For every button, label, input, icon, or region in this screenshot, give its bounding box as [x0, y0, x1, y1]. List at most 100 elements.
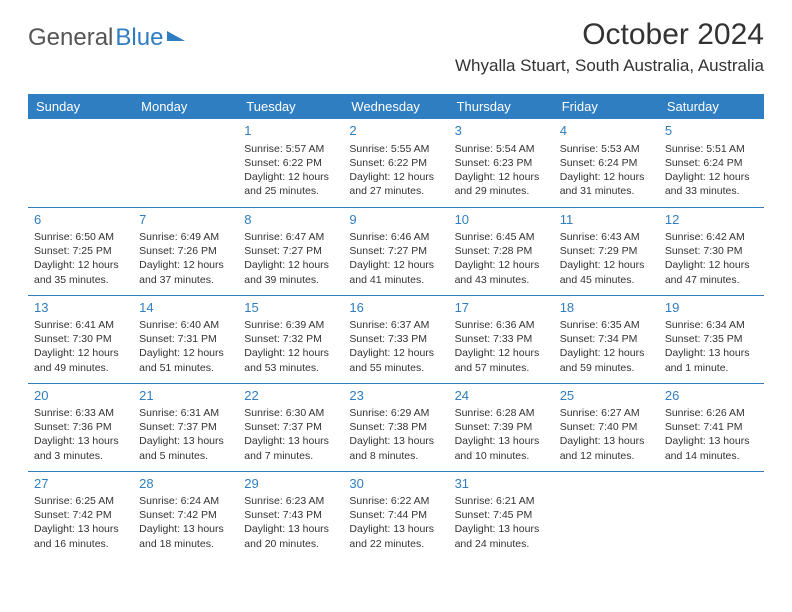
calendar-header-row: SundayMondayTuesdayWednesdayThursdayFrid…	[28, 94, 764, 119]
sunrise-text: Sunrise: 6:47 AM	[244, 230, 337, 244]
calendar-day-cell: 5Sunrise: 5:51 AMSunset: 6:24 PMDaylight…	[659, 119, 764, 207]
sunrise-text: Sunrise: 6:21 AM	[455, 494, 548, 508]
sunset-text: Sunset: 7:45 PM	[455, 508, 548, 522]
sunset-text: Sunset: 7:38 PM	[349, 420, 442, 434]
calendar-day-cell: 16Sunrise: 6:37 AMSunset: 7:33 PMDayligh…	[343, 295, 448, 383]
daylight-text: Daylight: 12 hours and 53 minutes.	[244, 346, 337, 374]
sunrise-text: Sunrise: 6:33 AM	[34, 406, 127, 420]
daylight-text: Daylight: 12 hours and 57 minutes.	[455, 346, 548, 374]
calendar-day-cell: 31Sunrise: 6:21 AMSunset: 7:45 PMDayligh…	[449, 471, 554, 559]
weekday-header: Saturday	[659, 94, 764, 119]
daylight-text: Daylight: 12 hours and 43 minutes.	[455, 258, 548, 286]
sunset-text: Sunset: 7:27 PM	[244, 244, 337, 258]
day-number: 26	[665, 387, 758, 405]
day-number: 21	[139, 387, 232, 405]
day-number: 25	[560, 387, 653, 405]
daylight-text: Daylight: 12 hours and 55 minutes.	[349, 346, 442, 374]
calendar-day-cell: 11Sunrise: 6:43 AMSunset: 7:29 PMDayligh…	[554, 207, 659, 295]
daylight-text: Daylight: 12 hours and 51 minutes.	[139, 346, 232, 374]
calendar-day-cell: 3Sunrise: 5:54 AMSunset: 6:23 PMDaylight…	[449, 119, 554, 207]
day-number: 8	[244, 211, 337, 229]
weekday-header: Tuesday	[238, 94, 343, 119]
daylight-text: Daylight: 13 hours and 14 minutes.	[665, 434, 758, 462]
calendar-day-cell	[659, 471, 764, 559]
title-block: October 2024 Whyalla Stuart, South Austr…	[455, 18, 764, 76]
calendar-day-cell: 23Sunrise: 6:29 AMSunset: 7:38 PMDayligh…	[343, 383, 448, 471]
calendar-day-cell: 6Sunrise: 6:50 AMSunset: 7:25 PMDaylight…	[28, 207, 133, 295]
sunrise-text: Sunrise: 6:45 AM	[455, 230, 548, 244]
daylight-text: Daylight: 13 hours and 7 minutes.	[244, 434, 337, 462]
calendar-week-row: 1Sunrise: 5:57 AMSunset: 6:22 PMDaylight…	[28, 119, 764, 207]
daylight-text: Daylight: 12 hours and 41 minutes.	[349, 258, 442, 286]
sunset-text: Sunset: 7:42 PM	[34, 508, 127, 522]
sunset-text: Sunset: 7:41 PM	[665, 420, 758, 434]
sunrise-text: Sunrise: 6:50 AM	[34, 230, 127, 244]
daylight-text: Daylight: 13 hours and 5 minutes.	[139, 434, 232, 462]
daylight-text: Daylight: 12 hours and 35 minutes.	[34, 258, 127, 286]
daylight-text: Daylight: 13 hours and 20 minutes.	[244, 522, 337, 550]
calendar-day-cell: 26Sunrise: 6:26 AMSunset: 7:41 PMDayligh…	[659, 383, 764, 471]
calendar-day-cell: 12Sunrise: 6:42 AMSunset: 7:30 PMDayligh…	[659, 207, 764, 295]
day-number: 10	[455, 211, 548, 229]
day-number: 5	[665, 122, 758, 140]
day-number: 20	[34, 387, 127, 405]
logo-text-general: General	[28, 24, 113, 52]
calendar-day-cell	[28, 119, 133, 207]
day-number: 23	[349, 387, 442, 405]
day-number: 14	[139, 299, 232, 317]
calendar-day-cell: 13Sunrise: 6:41 AMSunset: 7:30 PMDayligh…	[28, 295, 133, 383]
sunset-text: Sunset: 7:29 PM	[560, 244, 653, 258]
month-title: October 2024	[455, 18, 764, 52]
daylight-text: Daylight: 12 hours and 31 minutes.	[560, 170, 653, 198]
calendar-day-cell: 28Sunrise: 6:24 AMSunset: 7:42 PMDayligh…	[133, 471, 238, 559]
weekday-header: Wednesday	[343, 94, 448, 119]
day-number: 31	[455, 475, 548, 493]
sunset-text: Sunset: 7:25 PM	[34, 244, 127, 258]
daylight-text: Daylight: 13 hours and 16 minutes.	[34, 522, 127, 550]
day-number: 15	[244, 299, 337, 317]
day-number: 16	[349, 299, 442, 317]
sunset-text: Sunset: 7:26 PM	[139, 244, 232, 258]
logo-text-blue: Blue	[115, 24, 163, 52]
day-number: 11	[560, 211, 653, 229]
calendar-day-cell: 4Sunrise: 5:53 AMSunset: 6:24 PMDaylight…	[554, 119, 659, 207]
day-number: 1	[244, 122, 337, 140]
day-number: 7	[139, 211, 232, 229]
sunrise-text: Sunrise: 6:37 AM	[349, 318, 442, 332]
calendar-day-cell: 15Sunrise: 6:39 AMSunset: 7:32 PMDayligh…	[238, 295, 343, 383]
day-number: 12	[665, 211, 758, 229]
sunset-text: Sunset: 6:23 PM	[455, 156, 548, 170]
sunrise-text: Sunrise: 6:46 AM	[349, 230, 442, 244]
weekday-header: Sunday	[28, 94, 133, 119]
sunset-text: Sunset: 7:44 PM	[349, 508, 442, 522]
daylight-text: Daylight: 12 hours and 45 minutes.	[560, 258, 653, 286]
calendar-week-row: 27Sunrise: 6:25 AMSunset: 7:42 PMDayligh…	[28, 471, 764, 559]
sunset-text: Sunset: 7:30 PM	[665, 244, 758, 258]
daylight-text: Daylight: 13 hours and 8 minutes.	[349, 434, 442, 462]
sunrise-text: Sunrise: 6:23 AM	[244, 494, 337, 508]
sunrise-text: Sunrise: 6:29 AM	[349, 406, 442, 420]
day-number: 30	[349, 475, 442, 493]
day-number: 27	[34, 475, 127, 493]
daylight-text: Daylight: 12 hours and 39 minutes.	[244, 258, 337, 286]
daylight-text: Daylight: 12 hours and 37 minutes.	[139, 258, 232, 286]
calendar-day-cell: 29Sunrise: 6:23 AMSunset: 7:43 PMDayligh…	[238, 471, 343, 559]
logo: GeneralBlue	[28, 18, 185, 52]
sunrise-text: Sunrise: 6:34 AM	[665, 318, 758, 332]
sunset-text: Sunset: 7:37 PM	[139, 420, 232, 434]
sunrise-text: Sunrise: 6:25 AM	[34, 494, 127, 508]
sunset-text: Sunset: 7:39 PM	[455, 420, 548, 434]
sunrise-text: Sunrise: 6:36 AM	[455, 318, 548, 332]
sunrise-text: Sunrise: 6:28 AM	[455, 406, 548, 420]
day-number: 3	[455, 122, 548, 140]
calendar-day-cell: 7Sunrise: 6:49 AMSunset: 7:26 PMDaylight…	[133, 207, 238, 295]
sunset-text: Sunset: 7:37 PM	[244, 420, 337, 434]
sunset-text: Sunset: 7:28 PM	[455, 244, 548, 258]
sunset-text: Sunset: 7:31 PM	[139, 332, 232, 346]
calendar-day-cell: 2Sunrise: 5:55 AMSunset: 6:22 PMDaylight…	[343, 119, 448, 207]
calendar-day-cell: 22Sunrise: 6:30 AMSunset: 7:37 PMDayligh…	[238, 383, 343, 471]
calendar-day-cell: 25Sunrise: 6:27 AMSunset: 7:40 PMDayligh…	[554, 383, 659, 471]
calendar-day-cell: 19Sunrise: 6:34 AMSunset: 7:35 PMDayligh…	[659, 295, 764, 383]
sunrise-text: Sunrise: 6:24 AM	[139, 494, 232, 508]
calendar-day-cell: 21Sunrise: 6:31 AMSunset: 7:37 PMDayligh…	[133, 383, 238, 471]
